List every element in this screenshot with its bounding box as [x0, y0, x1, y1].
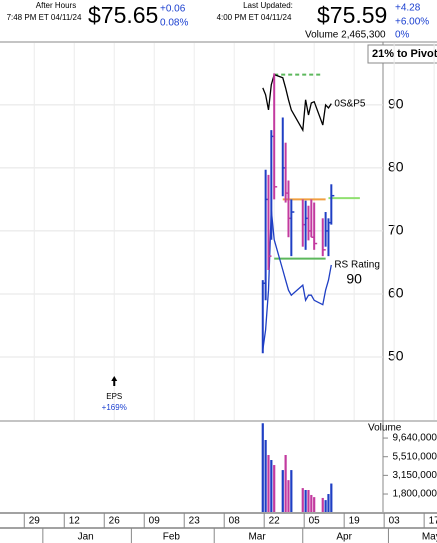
y-tick-label: 90	[388, 96, 404, 112]
volume-pct: 0%	[395, 30, 410, 41]
volume-text: Volume 2,465,300	[305, 30, 386, 41]
pivot-box	[367, 44, 437, 64]
x-tick-label: 22	[269, 516, 281, 527]
eps-label: EPS	[106, 392, 122, 401]
eps-change: +169%	[102, 403, 127, 412]
y-tick-label: 80	[388, 159, 404, 175]
month-label: Mar	[248, 532, 266, 543]
legend-label: RS Rating	[334, 260, 380, 271]
volume-tick-label: 1,800,000	[393, 489, 437, 500]
x-tick-label: 09	[149, 516, 161, 527]
last-price: $75.59	[317, 2, 387, 28]
volume-tick-label: 5,510,000	[393, 451, 437, 462]
x-tick-label: 03	[389, 516, 401, 527]
x-tick-label: 05	[309, 516, 321, 527]
month-label: Jan	[78, 532, 94, 543]
legend-label: 0S&P5	[334, 98, 366, 109]
series-line	[262, 73, 332, 133]
last-updated-time: 4:00 PM ET 04/11/24	[217, 13, 292, 22]
volume-tick-label: 3,150,000	[393, 470, 437, 481]
y-tick-label: 70	[388, 222, 404, 238]
x-tick-label: 26	[109, 516, 121, 527]
pivot-note: 21% to Pivot	[372, 48, 437, 60]
x-tick-label: 23	[189, 516, 201, 527]
x-tick-label: 08	[229, 516, 241, 527]
after-hours-label: After Hours	[36, 1, 76, 10]
eps-arrow	[111, 376, 118, 386]
after-hours-price: $75.65	[88, 2, 158, 28]
x-tick-label: 17	[429, 516, 437, 527]
rs-rating: 90	[346, 271, 362, 287]
last-change: +4.28	[395, 3, 421, 14]
x-tick-label: 19	[349, 516, 361, 527]
month-label: Apr	[336, 532, 352, 543]
after-hours-pct: 0.08%	[160, 18, 188, 29]
volume-label: Volume	[368, 423, 402, 434]
x-tick-label: 29	[29, 516, 41, 527]
last-updated-label: Last Updated:	[243, 1, 293, 10]
y-tick-label: 60	[388, 285, 404, 301]
month-label: Feb	[163, 532, 181, 543]
volume-tick-label: 9,640,000	[393, 433, 437, 444]
month-label: May	[422, 532, 437, 543]
after-hours-time: 7:48 PM ET 04/11/24	[7, 13, 82, 22]
after-hours-change: +0.06	[160, 4, 186, 15]
y-tick-label: 50	[388, 348, 404, 364]
x-tick-label: 12	[69, 516, 81, 527]
last-pct: +6.00%	[395, 17, 429, 28]
